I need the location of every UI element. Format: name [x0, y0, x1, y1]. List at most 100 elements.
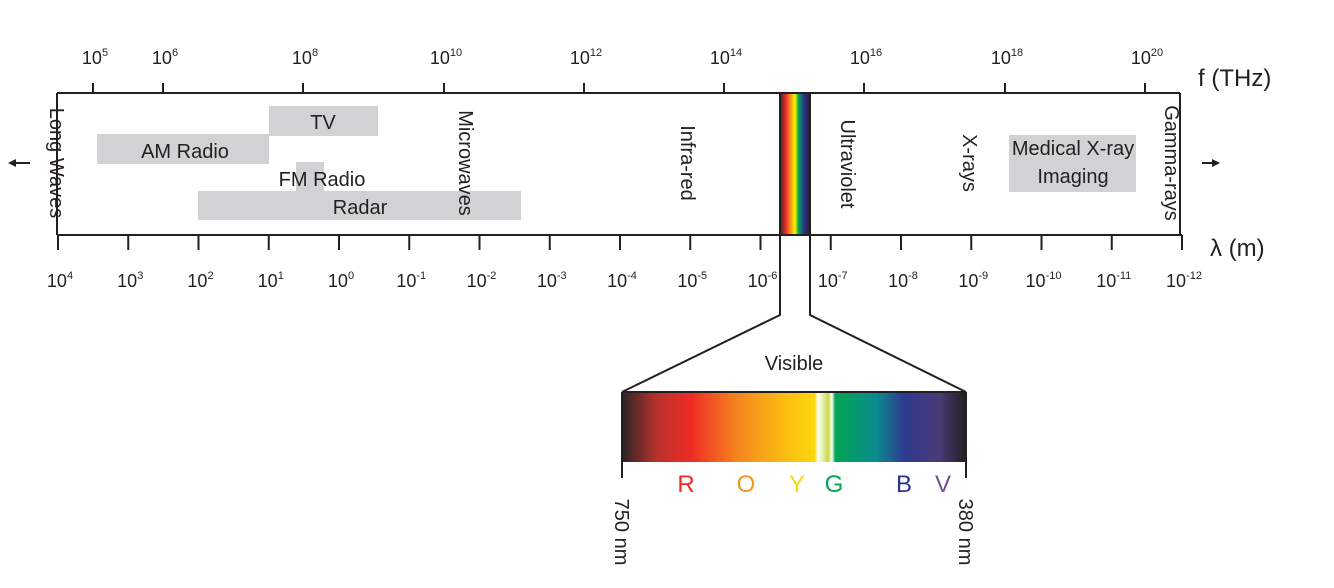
wavelength-tick-label: 10-7 [818, 270, 848, 291]
frequency-tick-label: 106 [152, 47, 178, 68]
wavelength-tick-label: 100 [328, 270, 354, 291]
tick-exponent: -3 [557, 270, 567, 282]
tick-base: 10 [396, 271, 416, 291]
tick-base: 10 [47, 271, 67, 291]
band-label: Medical X-ray [1012, 138, 1134, 160]
color-letter: G [825, 471, 844, 498]
color-letter: Y [789, 471, 805, 498]
visible-spectrum [622, 392, 966, 462]
wavelength-tick-label: 10-11 [1096, 270, 1131, 291]
tick-base: 10 [258, 271, 278, 291]
tick-exponent: -11 [1116, 270, 1131, 282]
tick-exponent: -7 [838, 270, 848, 282]
wavelength-tick-label: 10-8 [888, 270, 918, 291]
frequency-tick-label: 1018 [991, 47, 1023, 68]
band-box [97, 134, 269, 164]
region-label: Infra-red [676, 125, 698, 201]
tick-exponent: 16 [870, 47, 882, 59]
frequency-tick-label: 1014 [710, 47, 742, 68]
tick-exponent: 12 [590, 47, 602, 59]
tick-exponent: 20 [1151, 47, 1163, 59]
wavelength-tick-label: 104 [47, 270, 73, 291]
region-label: X-rays [958, 134, 980, 192]
frequency-tick-label: 1012 [570, 47, 602, 68]
tick-base: 10 [467, 271, 487, 291]
tick-exponent: -5 [697, 270, 707, 282]
tick-base: 10 [710, 48, 730, 68]
tick-base: 10 [152, 48, 172, 68]
color-letter: O [737, 471, 756, 498]
band-label: Radar [333, 197, 388, 219]
wavelength-tick-label: 10-4 [607, 270, 637, 291]
band-label: AM Radio [141, 141, 229, 163]
frequency-tick-label: 108 [292, 47, 318, 68]
wavelength-tick-label: 103 [117, 270, 143, 291]
tick-exponent: 3 [137, 270, 143, 282]
color-letter: V [935, 471, 951, 498]
wavelength-tick-label: 10-2 [467, 270, 497, 291]
tick-base: 10 [818, 271, 838, 291]
tick-base: 10 [958, 271, 978, 291]
tick-exponent: 14 [730, 47, 742, 59]
tick-exponent: 8 [312, 47, 318, 59]
band-label: FM Radio [279, 169, 366, 191]
zoom-line-right [809, 235, 967, 393]
color-letter: B [896, 471, 912, 498]
band-box [198, 191, 521, 220]
zoom-line-left [621, 235, 781, 393]
left-arrow-head [8, 159, 16, 167]
right-arrow-head [1212, 159, 1220, 167]
visible-title: Visible [765, 353, 824, 375]
wavelength-tick-label: 10-6 [748, 270, 778, 291]
band-box [296, 162, 324, 192]
wavelength-axis-label: λ (m) [1210, 235, 1265, 262]
visible-strip [779, 92, 811, 236]
frequency-tick-label: 1020 [1131, 47, 1163, 68]
tick-base: 10 [1166, 271, 1186, 291]
tick-base: 10 [570, 48, 590, 68]
tick-base: 10 [117, 271, 137, 291]
tick-exponent: 4 [67, 270, 73, 282]
tick-base: 10 [1131, 48, 1151, 68]
wavelength-tick-label: 10-12 [1166, 270, 1202, 291]
wavelength-tick-label: 101 [258, 270, 284, 291]
band-label: TV [310, 112, 336, 134]
wavelength-bound-label: 750 nm [610, 499, 632, 566]
tick-base: 10 [1026, 271, 1046, 291]
frequency-tick-label: 1016 [850, 47, 882, 68]
tick-exponent: -8 [908, 270, 918, 282]
tick-exponent: 1 [278, 270, 284, 282]
tick-exponent: 6 [172, 47, 178, 59]
wavelength-tick-label: 10-1 [396, 270, 426, 291]
tick-exponent: -9 [978, 270, 988, 282]
tick-exponent: -2 [487, 270, 497, 282]
tick-base: 10 [850, 48, 870, 68]
band-box [1009, 135, 1136, 192]
tick-base: 10 [991, 48, 1011, 68]
tick-base: 10 [537, 271, 557, 291]
tick-base: 10 [607, 271, 627, 291]
tick-base: 10 [328, 271, 348, 291]
region-label: Ultraviolet [836, 120, 858, 209]
tick-exponent: 0 [348, 270, 354, 282]
frequency-tick-label: 1010 [430, 47, 462, 68]
wavelength-tick-label: 10-10 [1026, 270, 1062, 291]
wavelength-tick-label: 10-9 [958, 270, 988, 291]
tick-exponent: 10 [450, 47, 462, 59]
tick-base: 10 [292, 48, 312, 68]
band-label: Imaging [1037, 166, 1108, 188]
wavelength-tick-label: 10-5 [677, 270, 707, 291]
tick-exponent: 5 [102, 47, 108, 59]
tick-exponent: -6 [768, 270, 778, 282]
wavelength-tick-label: 102 [187, 270, 213, 291]
wavelength-bound-label: 380 nm [954, 499, 976, 566]
region-label: Microwaves [454, 110, 476, 216]
tick-base: 10 [748, 271, 768, 291]
tick-exponent: 18 [1011, 47, 1023, 59]
tick-exponent: -10 [1046, 270, 1062, 282]
tick-base: 10 [82, 48, 102, 68]
wavelength-tick-label: 10-3 [537, 270, 567, 291]
frequency-axis-label: f (THz) [1198, 65, 1271, 92]
